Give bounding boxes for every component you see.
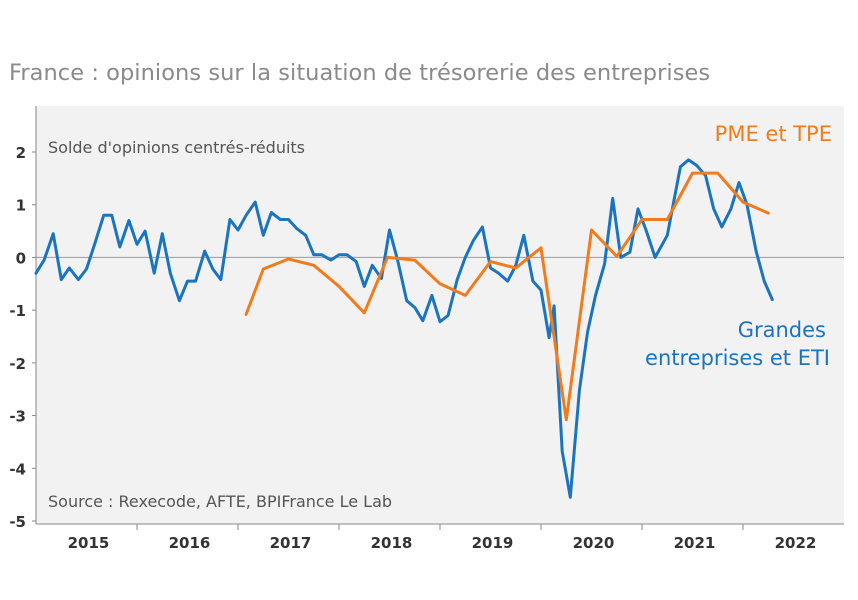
- y-tick-label: -4: [9, 460, 26, 478]
- plot-background: [36, 106, 844, 524]
- series-group: [34, 158, 774, 499]
- x-tick-label: 2021: [674, 534, 716, 552]
- y-tick-label: 2: [16, 144, 26, 162]
- y-tick-label: -2: [9, 355, 26, 373]
- y-tick-label: 0: [16, 249, 26, 267]
- grandes-entreprises-line: [34, 158, 774, 499]
- chart-title: France : opinions sur la situation de tr…: [9, 60, 711, 86]
- x-tick-label: 2017: [270, 534, 312, 552]
- x-tick-label: 2019: [472, 534, 514, 552]
- x-tick-label: 2015: [68, 534, 110, 552]
- x-tick-label: 2020: [573, 534, 615, 552]
- x-tick-label: 2022: [775, 534, 817, 552]
- y-tick-label: -5: [9, 513, 26, 531]
- axes: 2 1 0 -1 -2 -3 -4 -5 2015 2016 2017 2018 2019 2020 202…: [9, 106, 844, 552]
- y-tick-label: 1: [16, 197, 26, 215]
- pme-tpe-line: [244, 171, 770, 422]
- orange-series-label: PME et TPE: [715, 122, 832, 146]
- source-note: Source : Rexecode, AFTE, BPIFrance Le La…: [48, 492, 392, 511]
- y-tick-label: -1: [9, 302, 26, 320]
- y-axis-label: Solde d'opinions centrés-réduits: [48, 138, 305, 157]
- blue-series-label-line2: entreprises et ETI: [645, 346, 830, 370]
- y-tick-label: -3: [9, 408, 26, 426]
- blue-series-label-line1: Grandes: [738, 318, 826, 342]
- x-tick-label: 2018: [371, 534, 413, 552]
- x-tick-label: 2016: [169, 534, 211, 552]
